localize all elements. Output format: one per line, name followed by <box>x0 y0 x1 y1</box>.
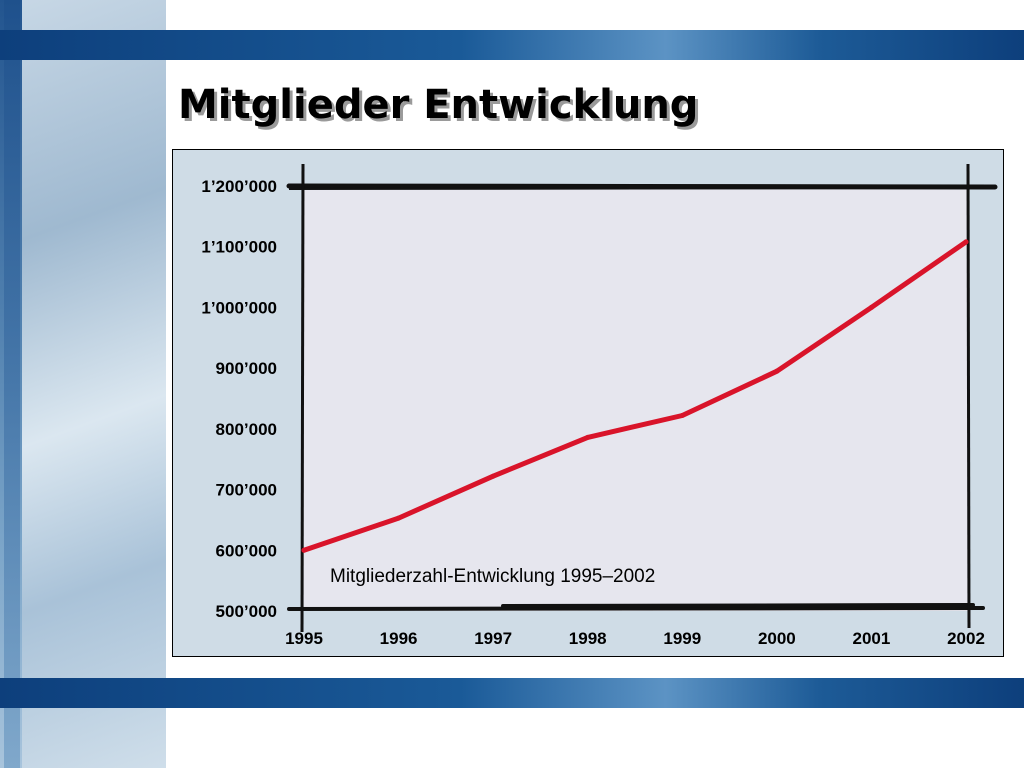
data-point <box>868 304 874 310</box>
y-tick-label: 500’000 <box>216 602 277 621</box>
chart-annotation: Mitgliederzahl-Entwicklung 1995–2002 <box>330 566 655 587</box>
y-axis-tick-labels: 500’000 600’000 700’000 800’000 900’000 1’000… <box>201 177 277 621</box>
data-point <box>301 547 307 553</box>
data-point <box>396 515 402 521</box>
x-tick-label: 1995 <box>285 629 323 648</box>
y-tick-label: 900’000 <box>216 359 277 378</box>
slide-title: Mitglieder Entwicklung <box>178 82 699 128</box>
right-border-line <box>966 163 971 629</box>
left-accent-strip <box>0 0 22 768</box>
top-banner-band <box>0 30 1024 60</box>
top-border-line <box>286 183 998 190</box>
plot-area-background <box>303 186 968 611</box>
y-tick-label: 1’200’000 <box>201 177 277 196</box>
x-tick-label: 2002 <box>947 629 985 648</box>
y-axis-line <box>300 163 305 633</box>
y-tick-label: 1’000’000 <box>201 298 277 317</box>
data-point <box>679 413 685 418</box>
data-point <box>490 473 496 479</box>
x-tick-label: 1996 <box>380 629 418 648</box>
data-point <box>963 239 969 245</box>
x-tick-label: 1997 <box>474 629 512 648</box>
left-decorative-panel <box>0 0 166 768</box>
x-axis-line-thick <box>501 603 975 608</box>
y-tick-label: 700’000 <box>216 481 277 500</box>
y-tick-label: 600’000 <box>216 541 277 560</box>
data-point <box>774 368 780 374</box>
x-tick-label: 1998 <box>569 629 607 648</box>
x-axis-tick-labels: 1995 1996 1997 1998 1999 2000 2001 2002 <box>285 629 985 648</box>
chart-container: 500’000 600’000 700’000 800’000 900’000 1’000… <box>172 149 1004 657</box>
top-border-line-shadow <box>288 187 996 190</box>
bottom-banner-band <box>0 678 1024 708</box>
y-tick-label: 1’100’000 <box>201 238 277 257</box>
x-axis-line <box>287 606 985 611</box>
x-tick-label: 2001 <box>853 629 891 648</box>
y-tick-label: 800’000 <box>216 420 277 439</box>
series-data-points <box>301 239 969 553</box>
left-accent-strip-inner <box>4 0 20 768</box>
x-tick-label: 2000 <box>758 629 796 648</box>
series-line-members <box>301 239 969 553</box>
line-chart: 500’000 600’000 700’000 800’000 900’000 1’000… <box>173 150 1003 656</box>
data-point <box>585 434 591 440</box>
chart-axes <box>286 163 998 633</box>
x-tick-label: 1999 <box>663 629 701 648</box>
